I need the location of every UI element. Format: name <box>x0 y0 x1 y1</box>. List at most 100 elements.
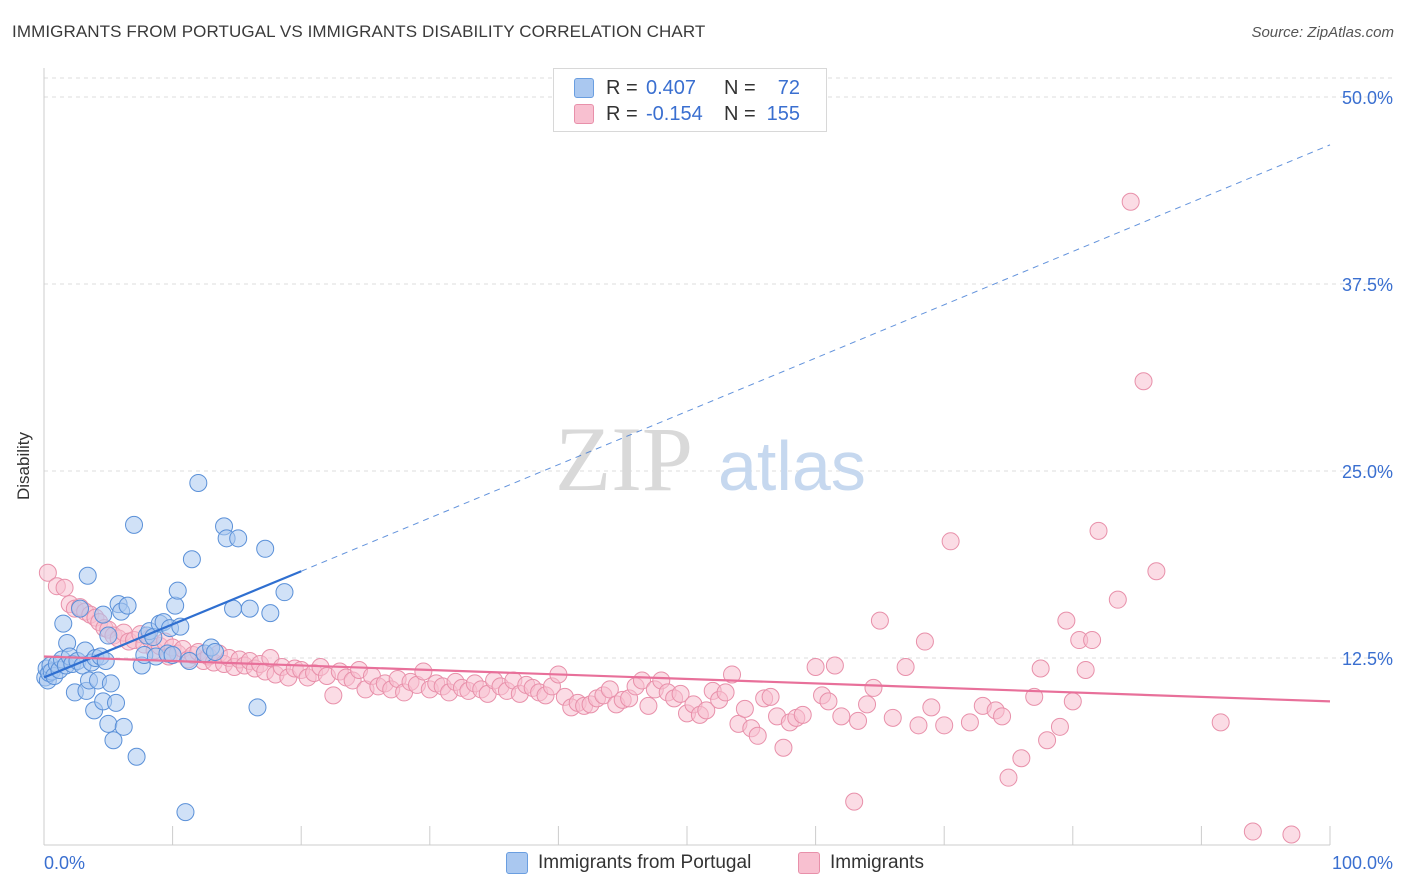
bottom-legend-immigrants: Immigrants <box>798 852 924 874</box>
portugal-trend-line <box>43 570 302 679</box>
immigrants-point <box>723 665 742 684</box>
portugal-point <box>189 473 208 492</box>
y-tick-label: 25.0% <box>1342 462 1393 482</box>
x-tick-label: 0.0% <box>44 853 85 873</box>
immigrants-point <box>1031 659 1050 678</box>
portugal-trend-extension <box>301 144 1331 572</box>
immigrants-point <box>1121 192 1140 211</box>
legend-n-value: 155 <box>766 102 800 125</box>
immigrants-point <box>941 532 960 551</box>
immigrants-point <box>55 578 74 597</box>
immigrants-point <box>935 716 954 735</box>
immigrants-point <box>864 678 883 697</box>
portugal-point <box>71 599 90 618</box>
immigrants-point <box>999 768 1018 787</box>
immigrants-point <box>1211 713 1230 732</box>
bottom-legend-swatch-blue <box>506 852 528 874</box>
portugal-point <box>104 731 123 750</box>
immigrants-point <box>1057 611 1076 630</box>
portugal-point <box>256 539 275 558</box>
bottom-legend-swatch-pink <box>798 852 820 874</box>
y-tick-label: 50.0% <box>1342 88 1393 108</box>
portugal-point <box>261 604 280 623</box>
immigrants-point <box>1076 660 1095 679</box>
legend-r-value: 0.407 <box>646 76 697 99</box>
immigrants-point <box>735 699 754 718</box>
legend-swatch-blue <box>574 78 594 98</box>
immigrants-point <box>414 662 433 681</box>
immigrants-point <box>1282 825 1301 844</box>
portugal-point <box>127 747 146 766</box>
watermark: ZIP atlas <box>555 408 866 510</box>
immigrants-point <box>639 696 658 715</box>
portugal-point <box>229 529 248 548</box>
immigrants-point <box>858 695 877 714</box>
immigrants-point <box>896 657 915 676</box>
immigrants-point <box>806 657 825 676</box>
immigrants-point <box>1038 731 1057 750</box>
immigrants-point <box>1050 717 1069 736</box>
portugal-point <box>99 626 118 645</box>
portugal-point <box>240 599 259 618</box>
immigrants-point <box>1083 631 1102 650</box>
immigrants-point <box>832 707 851 726</box>
legend-n-label: N = <box>724 76 756 99</box>
immigrants-point <box>38 563 57 582</box>
y-axis-title: Disability <box>14 431 33 500</box>
x-tick-label: 100.0% <box>1332 853 1393 873</box>
portugal-point <box>99 714 118 733</box>
portugal-point <box>94 605 113 624</box>
portugal-point <box>168 581 187 600</box>
immigrants-point <box>915 632 934 651</box>
bottom-legend-label-immigrants: Immigrants <box>830 852 924 873</box>
portugal-point <box>248 698 267 717</box>
immigrants-point <box>697 701 716 720</box>
watermark-zip: ZIP <box>555 408 693 510</box>
immigrants-point <box>761 687 780 706</box>
portugal-point <box>125 515 144 534</box>
portugal-point <box>101 674 120 693</box>
immigrants-trend-line <box>43 655 1331 703</box>
immigrants-point <box>819 692 838 711</box>
immigrants-point <box>793 705 812 724</box>
immigrants-point <box>1012 749 1031 768</box>
immigrants-point <box>883 708 902 727</box>
legend-swatch-pink <box>574 104 594 124</box>
portugal-point <box>118 596 137 615</box>
portugal-point <box>107 693 126 712</box>
trend-lines <box>43 144 1331 703</box>
y-tick-label: 12.5% <box>1342 649 1393 669</box>
immigrants-point <box>1134 372 1153 391</box>
y-tick-label: 37.5% <box>1342 275 1393 295</box>
watermark-atlas: atlas <box>718 427 866 505</box>
portugal-point <box>163 646 182 665</box>
immigrants-point <box>1108 590 1127 609</box>
legend-r-label: R = <box>606 102 638 125</box>
immigrants-points <box>38 192 1301 844</box>
immigrants-point <box>909 716 928 735</box>
legend-row-portugal: R = 0.407 N = 72 <box>574 76 800 100</box>
immigrants-point <box>922 698 941 717</box>
legend-r-value: -0.154 <box>646 102 703 125</box>
immigrants-point <box>849 711 868 730</box>
immigrants-point <box>1025 687 1044 706</box>
legend-n-value: 72 <box>777 76 800 99</box>
legend-row-immigrants: R = -0.154 N = 155 <box>574 102 800 126</box>
immigrants-point <box>600 680 619 699</box>
immigrants-point <box>748 726 767 745</box>
immigrants-point <box>845 792 864 811</box>
immigrants-point <box>1089 521 1108 540</box>
legend-n-label: N = <box>724 102 756 125</box>
immigrants-point <box>960 713 979 732</box>
portugal-point <box>114 717 133 736</box>
portugal-point <box>166 596 185 615</box>
portugal-point <box>176 803 195 822</box>
immigrants-point <box>774 738 793 757</box>
immigrants-point <box>1063 692 1082 711</box>
immigrants-point <box>1147 562 1166 581</box>
immigrants-point <box>324 686 343 705</box>
chart-source: Source: ZipAtlas.com <box>1251 24 1394 41</box>
immigrants-point <box>716 683 735 702</box>
portugal-point <box>206 643 225 662</box>
